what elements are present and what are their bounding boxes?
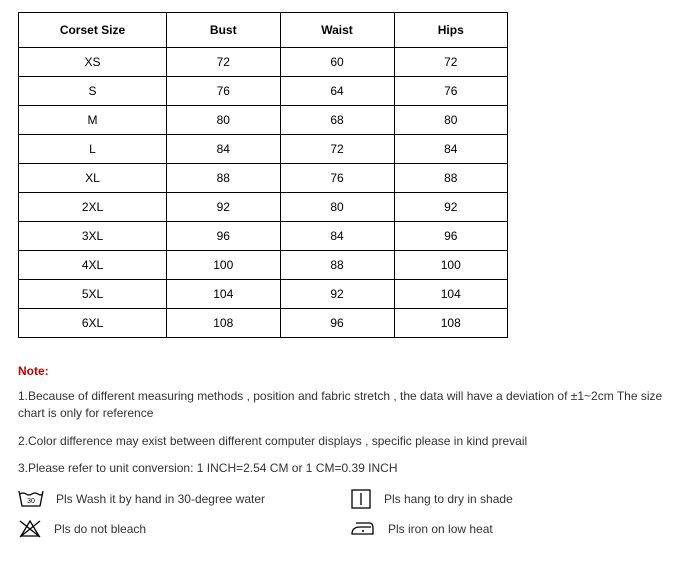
iron-low-icon xyxy=(350,519,376,539)
care-text-wash: Pls Wash it by hand in 30-degree water xyxy=(56,492,265,506)
cell-waist: 76 xyxy=(280,164,394,193)
table-body: XS726072 S766476 M806880 L847284 XL88768… xyxy=(19,48,508,338)
cell-waist: 84 xyxy=(280,222,394,251)
table-row: 5XL10492104 xyxy=(19,280,508,309)
dry-shade-icon xyxy=(350,488,372,510)
cell-hips: 108 xyxy=(394,309,507,338)
table-header-row: Corset Size Bust Waist Hips xyxy=(19,13,508,48)
care-item-wash: 30 Pls Wash it by hand in 30-degree wate… xyxy=(18,488,350,510)
col-header-size: Corset Size xyxy=(19,13,167,48)
cell-hips: 88 xyxy=(394,164,507,193)
care-instructions: 30 Pls Wash it by hand in 30-degree wate… xyxy=(18,488,682,548)
cell-waist: 80 xyxy=(280,193,394,222)
note-heading: Note: xyxy=(18,364,682,378)
cell-waist: 72 xyxy=(280,135,394,164)
cell-hips: 80 xyxy=(394,106,507,135)
cell-size: 2XL xyxy=(19,193,167,222)
care-item-iron: Pls iron on low heat xyxy=(350,518,682,540)
no-bleach-icon xyxy=(18,518,42,540)
cell-waist: 96 xyxy=(280,309,394,338)
col-header-bust: Bust xyxy=(167,13,281,48)
cell-waist: 88 xyxy=(280,251,394,280)
care-text-bleach: Pls do not bleach xyxy=(54,522,146,536)
cell-size: M xyxy=(19,106,167,135)
cell-hips: 100 xyxy=(394,251,507,280)
cell-size: XL xyxy=(19,164,167,193)
table-row: 6XL10896108 xyxy=(19,309,508,338)
col-header-hips: Hips xyxy=(394,13,507,48)
note-line-2: 2.Color difference may exist between dif… xyxy=(18,433,682,450)
cell-bust: 72 xyxy=(167,48,281,77)
table-row: M806880 xyxy=(19,106,508,135)
cell-bust: 76 xyxy=(167,77,281,106)
care-item-dry: Pls hang to dry in shade xyxy=(350,488,682,510)
table-row: 3XL968496 xyxy=(19,222,508,251)
col-header-waist: Waist xyxy=(280,13,394,48)
cell-bust: 88 xyxy=(167,164,281,193)
cell-bust: 104 xyxy=(167,280,281,309)
wash-30-icon: 30 xyxy=(18,488,44,510)
cell-hips: 92 xyxy=(394,193,507,222)
cell-bust: 108 xyxy=(167,309,281,338)
cell-hips: 72 xyxy=(394,48,507,77)
note-line-1: 1.Because of different measuring methods… xyxy=(18,388,682,423)
svg-text:30: 30 xyxy=(27,498,35,505)
table-row: XS726072 xyxy=(19,48,508,77)
cell-hips: 96 xyxy=(394,222,507,251)
table-row: S766476 xyxy=(19,77,508,106)
cell-waist: 64 xyxy=(280,77,394,106)
care-text-dry: Pls hang to dry in shade xyxy=(384,492,513,506)
cell-size: L xyxy=(19,135,167,164)
table-row: 2XL928092 xyxy=(19,193,508,222)
cell-bust: 84 xyxy=(167,135,281,164)
cell-waist: 92 xyxy=(280,280,394,309)
size-chart-table: Corset Size Bust Waist Hips XS726072 S76… xyxy=(18,12,508,338)
cell-hips: 104 xyxy=(394,280,507,309)
cell-size: 3XL xyxy=(19,222,167,251)
cell-size: 5XL xyxy=(19,280,167,309)
note-line-3: 3.Please refer to unit conversion: 1 INC… xyxy=(18,460,682,477)
cell-hips: 76 xyxy=(394,77,507,106)
cell-size: 4XL xyxy=(19,251,167,280)
cell-size: S xyxy=(19,77,167,106)
cell-bust: 96 xyxy=(167,222,281,251)
cell-waist: 68 xyxy=(280,106,394,135)
cell-bust: 80 xyxy=(167,106,281,135)
table-row: 4XL10088100 xyxy=(19,251,508,280)
cell-size: 6XL xyxy=(19,309,167,338)
care-text-iron: Pls iron on low heat xyxy=(388,522,493,536)
cell-bust: 100 xyxy=(167,251,281,280)
cell-waist: 60 xyxy=(280,48,394,77)
cell-bust: 92 xyxy=(167,193,281,222)
cell-hips: 84 xyxy=(394,135,507,164)
table-row: L847284 xyxy=(19,135,508,164)
cell-size: XS xyxy=(19,48,167,77)
care-item-bleach: Pls do not bleach xyxy=(18,518,350,540)
table-row: XL887688 xyxy=(19,164,508,193)
